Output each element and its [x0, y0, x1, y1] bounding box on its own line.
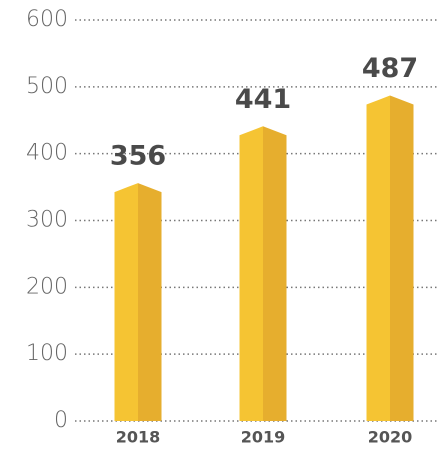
y-tick-label: 200 — [26, 274, 68, 299]
x-tick-label: 2018 — [116, 428, 161, 447]
bar — [366, 95, 414, 421]
value-label: 356 — [110, 141, 166, 172]
bar-face — [366, 95, 390, 421]
x-tick-label: 2019 — [241, 428, 286, 447]
x-tick-label: 2020 — [368, 428, 413, 447]
bar-face — [239, 126, 263, 421]
value-label: 487 — [362, 53, 418, 84]
bar-shade — [138, 183, 162, 421]
y-tick-label: 100 — [26, 341, 68, 366]
y-tick-label: 300 — [26, 208, 68, 233]
bar-shade — [263, 126, 287, 421]
bar — [114, 183, 162, 421]
y-tick-label: 0 — [54, 408, 68, 433]
y-tick-label: 500 — [26, 74, 68, 99]
bar — [239, 126, 287, 421]
bar-face — [114, 183, 138, 421]
y-tick-label: 400 — [26, 141, 68, 166]
y-tick-label: 600 — [26, 7, 68, 32]
bar-shade — [390, 95, 414, 421]
value-label: 441 — [235, 84, 291, 115]
